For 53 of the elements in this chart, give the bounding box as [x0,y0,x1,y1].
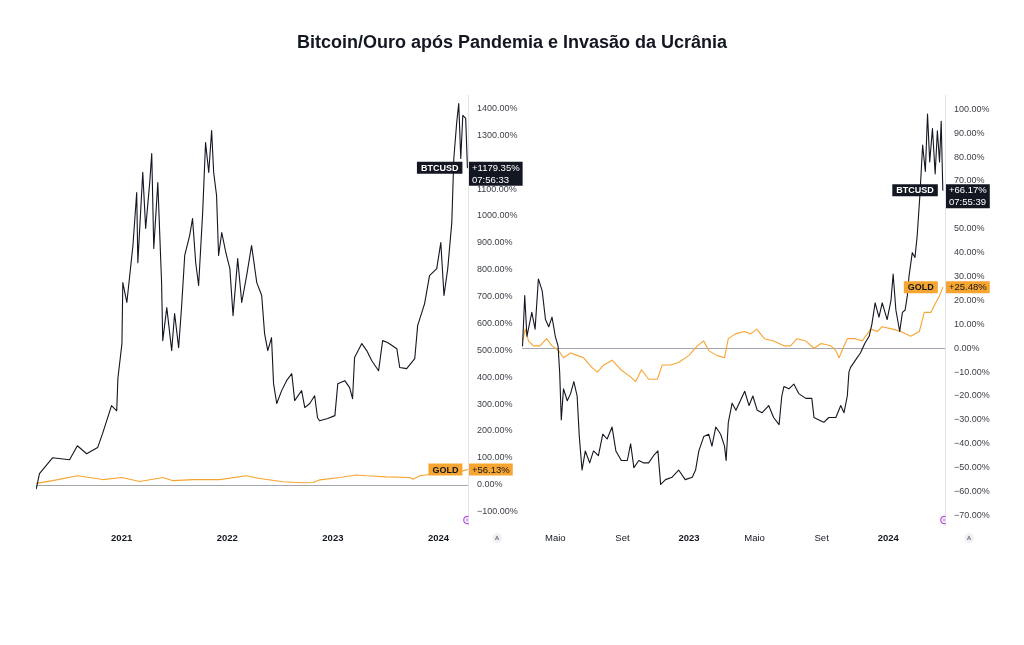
y-tick-label: 1100.00% [477,183,517,194]
y-tick-label: 80.00% [954,151,985,162]
y-tick-label: −30.00% [954,414,990,425]
y-tick-label: −40.00% [954,438,990,449]
x-tick-label: Maio [545,532,566,544]
legend-label: GOLD [432,464,459,475]
y-tick-label: 10.00% [954,318,985,329]
x-tick-label: 2023 [678,532,700,544]
x-tick-label: 2022 [216,532,238,544]
y-tick-label: 700.00% [477,291,513,302]
y-tick-label: 0.00% [477,479,503,490]
annotation: 07:55:39 [949,196,986,208]
x-tick-label: Set [814,532,830,544]
annotation: +1179.35% [472,161,521,173]
y-tick-label: 800.00% [477,264,513,275]
y-tick-label: −50.00% [954,462,990,473]
x-tick-label: 2024 [877,532,900,544]
legend-label: GOLD [907,282,935,293]
y-tick-label: −20.00% [954,390,990,401]
x-tick-label: 2021 [111,532,133,544]
series-label: BTCUSD [420,162,459,173]
y-tick-label: 40.00% [954,247,985,258]
y-tick-label: 1400.00% [477,102,518,113]
y-tick-label: −10.00% [954,366,990,377]
y-tick-label: 0.00% [954,342,980,353]
x-tick-label: Set [615,532,630,544]
y-tick-label: 50.00% [954,223,985,234]
y-tick-label: 1000.00% [477,210,518,221]
y-tick-label: 200.00% [477,425,513,436]
y-tick-label: 100.00% [954,103,990,114]
y-tick-label: 600.00% [477,317,513,328]
y-tick-label: 100.00% [477,452,513,463]
y-tick-label: 20.00% [954,294,985,305]
y-tick-label: 30.00% [954,271,985,282]
series-label: BTCUSD [896,185,935,196]
annotation: +66.17% [949,184,988,196]
y-tick-label: −60.00% [954,486,990,497]
y-tick-label: −70.00% [954,509,990,520]
annotation: 07:56:33 [472,173,509,185]
y-tick-label: 1300.00% [477,129,518,140]
y-tick-label: 70.00% [954,175,985,186]
annotation: +56.13% [472,463,511,475]
y-tick-label: 500.00% [477,344,513,355]
y-tick-label: 300.00% [477,398,513,409]
y-tick-label: 400.00% [477,371,513,382]
y-tick-label: 90.00% [954,127,985,138]
y-tick-label: 900.00% [477,237,513,248]
x-tick-label: Maio [744,532,765,544]
x-tick-label: 2023 [322,532,344,544]
x-tick-label: 2024 [427,532,450,544]
y-tick-label: −100.00% [477,506,518,517]
text: Bitcoin/Ouro após Pandemia e Invasão da Ucrânia [295,31,729,53]
annotation: +25.48% [949,281,988,293]
